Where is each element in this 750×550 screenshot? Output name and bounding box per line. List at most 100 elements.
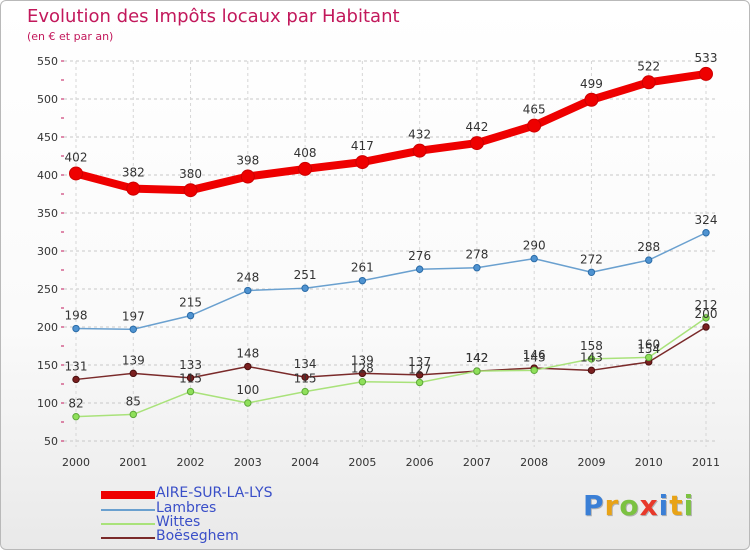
legend-swatch <box>101 537 155 539</box>
data-label: 127 <box>408 362 431 376</box>
x-tick-label: 2003 <box>234 456 262 469</box>
x-tick-label: 2010 <box>635 456 663 469</box>
y-tick-label: 350 <box>37 207 58 220</box>
logo-letter: t <box>669 489 684 522</box>
data-label: 261 <box>351 261 374 275</box>
data-label: 139 <box>351 353 374 367</box>
data-point <box>412 143 427 158</box>
data-label: 522 <box>637 59 660 73</box>
data-point <box>702 314 710 322</box>
series-line-wittes <box>75 317 707 418</box>
data-point <box>244 286 252 295</box>
logo-letter: i <box>658 489 670 522</box>
x-tick-label: 2009 <box>577 456 605 469</box>
y-tick-label: 150 <box>37 359 58 372</box>
data-label: 402 <box>65 150 88 164</box>
data-label: 128 <box>351 362 374 376</box>
data-label: 251 <box>294 268 317 282</box>
data-point <box>244 399 252 407</box>
data-point <box>298 161 313 176</box>
data-label: 85 <box>126 394 141 408</box>
data-point <box>527 118 542 133</box>
logo-letter: i <box>683 489 695 522</box>
data-point <box>587 366 596 375</box>
series-line-aire-sur-la-lys <box>72 69 710 195</box>
data-label: 272 <box>580 252 603 266</box>
data-point <box>355 155 370 170</box>
data-point <box>301 284 309 292</box>
logo-letter: x <box>639 489 659 522</box>
data-label: 131 <box>65 359 88 373</box>
data-point <box>702 229 710 237</box>
x-tick-label: 2005 <box>348 456 376 469</box>
data-point <box>469 136 484 151</box>
data-point <box>699 66 713 81</box>
y-tick-label: 500 <box>37 93 58 106</box>
series-line-bo-seghem <box>75 326 707 381</box>
data-point <box>530 254 538 263</box>
data-point <box>186 387 195 396</box>
data-point <box>129 325 137 333</box>
y-tick-label: 550 <box>37 55 58 68</box>
data-point <box>587 355 596 363</box>
legend-label: Boëseghem <box>156 528 239 544</box>
data-point <box>358 276 367 285</box>
data-point <box>702 323 710 331</box>
data-point <box>358 378 367 386</box>
chart-subtitle: (en € et par an) <box>27 30 114 43</box>
data-label: 408 <box>294 146 317 160</box>
data-label: 278 <box>465 248 488 262</box>
data-point <box>126 181 141 196</box>
data-label: 160 <box>637 337 660 351</box>
data-label: 197 <box>122 309 145 323</box>
chart-title: Evolution des Impôts locaux par Habitant <box>27 6 400 27</box>
data-label: 137 <box>408 355 431 369</box>
data-point <box>473 264 481 272</box>
proxiti-logo: Proxiti <box>583 489 694 522</box>
data-label: 100 <box>236 383 259 397</box>
data-point <box>645 353 653 362</box>
data-point <box>415 378 424 387</box>
logo-letter: o <box>619 489 640 522</box>
y-tick-label: 400 <box>37 169 58 182</box>
data-label: 398 <box>236 154 259 168</box>
data-point <box>415 371 424 379</box>
data-point <box>301 387 309 396</box>
data-label: 146 <box>523 348 546 362</box>
data-label: 212 <box>695 298 718 312</box>
data-label: 142 <box>465 351 488 365</box>
legend-swatch <box>101 491 155 499</box>
y-tick-label: 450 <box>37 131 58 144</box>
data-label: 143 <box>580 350 603 364</box>
data-label: 215 <box>179 296 202 310</box>
x-tick-label: 2008 <box>520 456 548 469</box>
data-label: 290 <box>523 239 546 253</box>
legend-label: AIRE-SUR-LA-LYS <box>156 485 273 501</box>
x-tick-label: 2004 <box>291 456 319 469</box>
data-label: 115 <box>294 372 317 386</box>
data-label: 148 <box>236 347 259 361</box>
data-point <box>186 311 195 320</box>
data-point <box>587 268 596 276</box>
data-point <box>129 410 137 419</box>
data-label: 134 <box>294 357 317 371</box>
data-label: 380 <box>179 167 202 181</box>
series-line-lambres <box>75 232 707 331</box>
data-point <box>240 169 255 184</box>
y-tick-label: 100 <box>37 397 58 410</box>
data-point <box>645 256 653 264</box>
y-tick-label: 250 <box>37 283 58 296</box>
data-label: 133 <box>179 358 202 372</box>
data-label: 417 <box>351 139 374 153</box>
y-tick-label: 300 <box>37 245 58 258</box>
series-layer <box>69 66 713 421</box>
data-label: 154 <box>637 342 660 356</box>
data-label: 143 <box>523 350 546 364</box>
data-point <box>530 366 538 375</box>
y-tick-label: 50 <box>44 435 58 448</box>
data-point <box>186 374 195 382</box>
data-point <box>584 92 599 107</box>
